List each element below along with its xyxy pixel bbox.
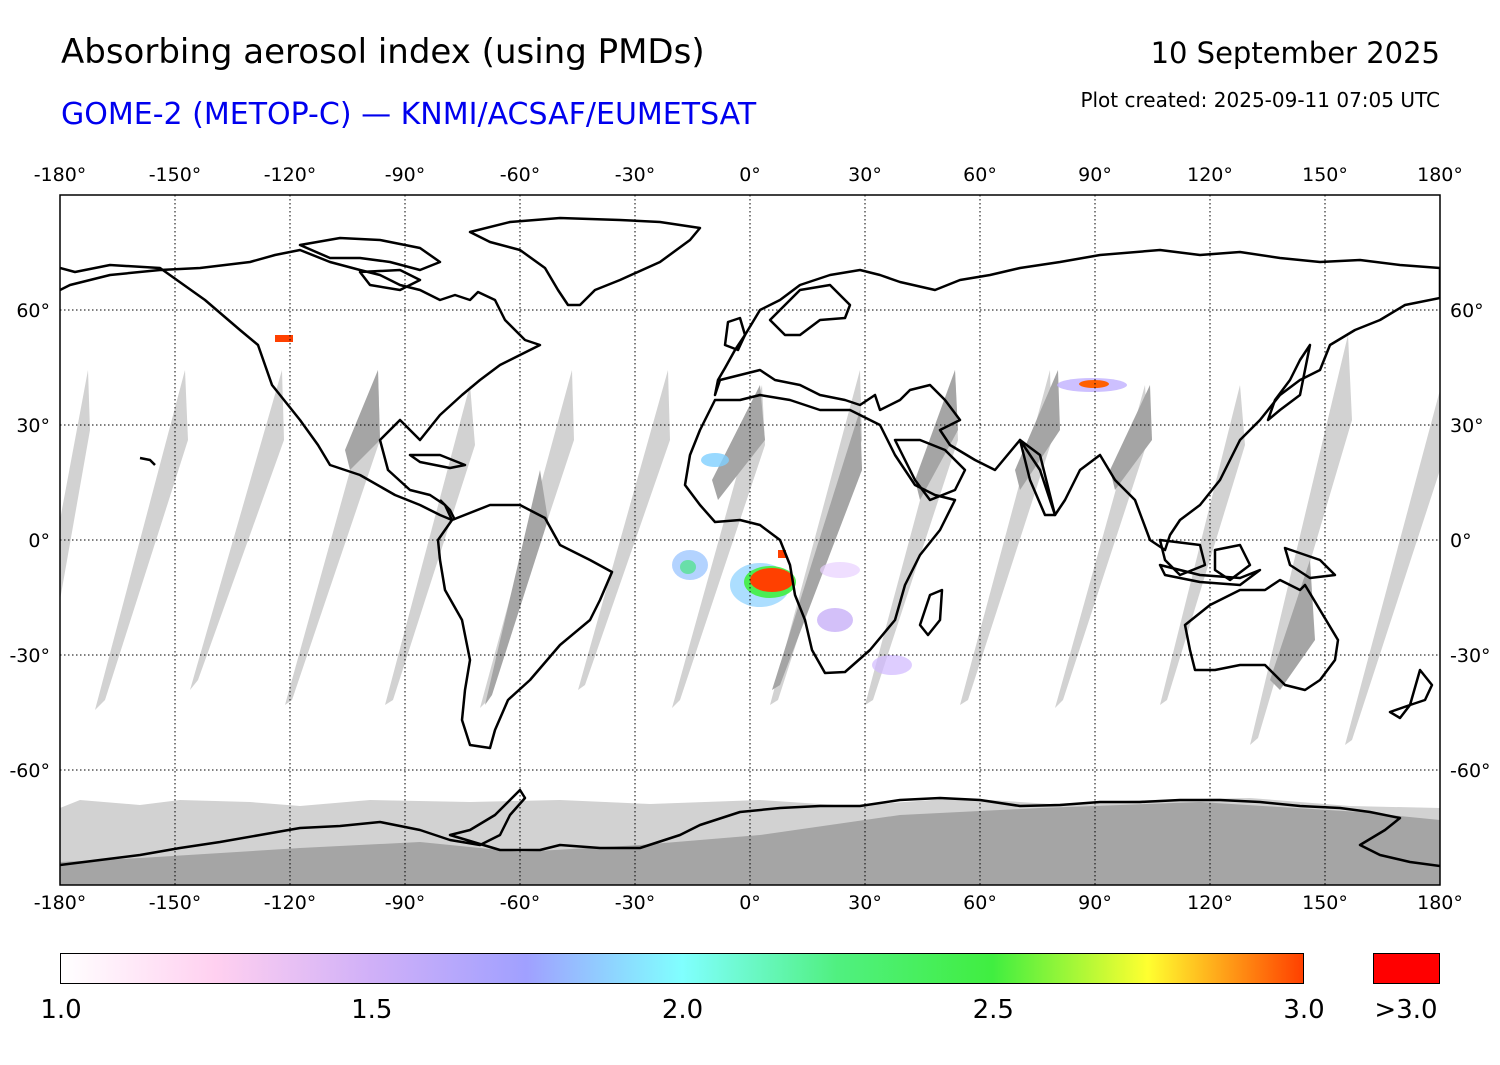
graticule <box>60 195 1440 885</box>
lon-tick-top-7: 30° <box>848 164 882 186</box>
lat-tick-right-2: 0° <box>1450 530 1472 552</box>
lon-tick-bottom-2: -120° <box>264 892 317 914</box>
lon-tick-bottom-12: 180° <box>1417 892 1463 914</box>
lon-tick-top-6: 0° <box>739 164 761 186</box>
lon-tick-top-3: -90° <box>385 164 426 186</box>
lon-tick-top-2: -120° <box>264 164 317 186</box>
lat-tick-left-0: 60° <box>16 300 50 322</box>
observation-date: 10 September 2025 <box>1150 36 1440 70</box>
lon-tick-top-0: -180° <box>34 164 87 186</box>
colorbar-over-label: >3.0 <box>1374 995 1438 1025</box>
lon-tick-bottom-10: 120° <box>1187 892 1233 914</box>
colorbar-tick-label: 2.5 <box>972 995 1014 1025</box>
coastlines <box>60 216 1440 868</box>
lon-tick-bottom-1: -150° <box>149 892 202 914</box>
colorbar-tick-label: 1.5 <box>351 995 393 1025</box>
lon-tick-bottom-9: 90° <box>1078 892 1112 914</box>
lat-tick-left-1: 30° <box>16 415 50 437</box>
lon-tick-bottom-5: -30° <box>615 892 656 914</box>
lat-tick-left-2: 0° <box>28 530 50 552</box>
lon-tick-top-10: 120° <box>1187 164 1233 186</box>
lon-tick-bottom-0: -180° <box>34 892 87 914</box>
lon-tick-top-4: -60° <box>500 164 541 186</box>
chart-title: Absorbing aerosol index (using PMDs) <box>61 32 705 72</box>
plot-created-timestamp: Plot created: 2025-09-11 07:05 UTC <box>1080 88 1440 112</box>
lon-tick-top-11: 150° <box>1302 164 1348 186</box>
lon-tick-top-12: 180° <box>1417 164 1463 186</box>
colorbar-over-swatch <box>1373 953 1440 984</box>
map-frame <box>59 194 1441 886</box>
lon-tick-bottom-3: -90° <box>385 892 426 914</box>
lat-tick-right-1: 30° <box>1450 415 1484 437</box>
colorbar <box>60 953 1304 984</box>
colorbar-tick-label: 1.0 <box>40 995 82 1025</box>
lon-tick-bottom-6: 0° <box>739 892 761 914</box>
colorbar-tick-label: 3.0 <box>1283 995 1325 1025</box>
lat-tick-right-4: -60° <box>1450 760 1491 782</box>
lon-tick-bottom-8: 60° <box>963 892 997 914</box>
lon-tick-bottom-4: -60° <box>500 892 541 914</box>
lon-tick-bottom-7: 30° <box>848 892 882 914</box>
aerosol-map: -180° -180° -150° -150° -120° -120° -90° -90° -6… <box>9 164 1491 914</box>
lon-tick-bottom-11: 150° <box>1302 892 1348 914</box>
lon-tick-top-1: -150° <box>149 164 202 186</box>
lat-tick-right-0: 60° <box>1450 300 1484 322</box>
lon-tick-top-8: 60° <box>963 164 997 186</box>
lat-tick-right-3: -30° <box>1450 645 1491 667</box>
lon-tick-top-9: 90° <box>1078 164 1112 186</box>
lat-tick-left-4: -60° <box>9 760 50 782</box>
lat-tick-left-3: -30° <box>9 645 50 667</box>
lon-tick-top-5: -30° <box>615 164 656 186</box>
chart-subtitle: GOME-2 (METOP-C) — KNMI/ACSAF/EUMETSAT <box>61 97 757 132</box>
aerosol-plumes <box>275 335 1127 675</box>
colorbar-tick-label: 2.0 <box>661 995 704 1025</box>
